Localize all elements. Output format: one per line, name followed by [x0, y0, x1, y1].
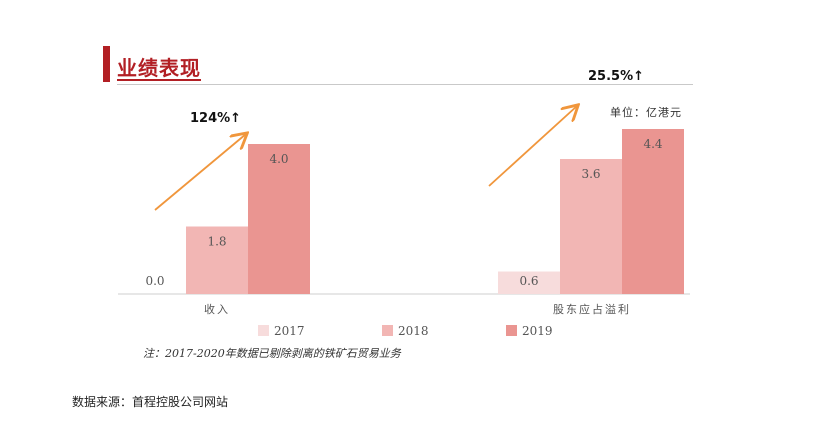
category-label: 收入	[204, 302, 230, 316]
growth-annotation: 124%↑	[190, 111, 241, 126]
value-label: 3.6	[581, 167, 600, 181]
legend-label: 2017	[274, 324, 305, 338]
value-label: 4.0	[269, 152, 288, 166]
bar-2018-0	[186, 226, 248, 294]
unit-label: 单位：亿港元	[610, 106, 682, 119]
legend: 2017 2018 2019	[258, 324, 553, 338]
value-label: 4.4	[643, 137, 662, 151]
growth-arrow	[488, 106, 577, 187]
category-labels-group: 收入 股东应占溢利	[204, 302, 631, 316]
title-accent-bar	[103, 46, 110, 82]
value-label: 1.8	[207, 235, 226, 249]
bar-2017-1	[498, 271, 560, 294]
bar-2019-1	[622, 129, 684, 294]
source-text: 数据来源：首程控股公司网站	[72, 395, 229, 409]
chart-note: 注：2017-2020年数据已剔除剥离的铁矿石贸易业务	[143, 347, 401, 360]
category-label: 股东应占溢利	[553, 302, 631, 316]
legend-label: 2018	[398, 324, 429, 338]
legend-swatch-2018	[382, 325, 393, 336]
value-label: 0.0	[145, 274, 164, 288]
bar-2018-1	[560, 159, 622, 294]
bars-group	[186, 129, 684, 294]
title-divider	[117, 84, 693, 85]
page-title: 业绩表现	[117, 56, 201, 80]
growth-arrows-group: 124%↑ 25.5%↑	[154, 69, 644, 211]
growth-arrow	[154, 134, 246, 211]
bar-2019-0	[248, 144, 310, 294]
growth-annotation: 25.5%↑	[588, 69, 644, 84]
value-labels-group: 0.0 1.8 4.0 0.6 3.6 4.4	[145, 137, 662, 288]
legend-label: 2019	[522, 324, 553, 338]
legend-swatch-2017	[258, 325, 269, 336]
legend-swatch-2019	[506, 325, 517, 336]
value-label: 0.6	[519, 274, 538, 288]
